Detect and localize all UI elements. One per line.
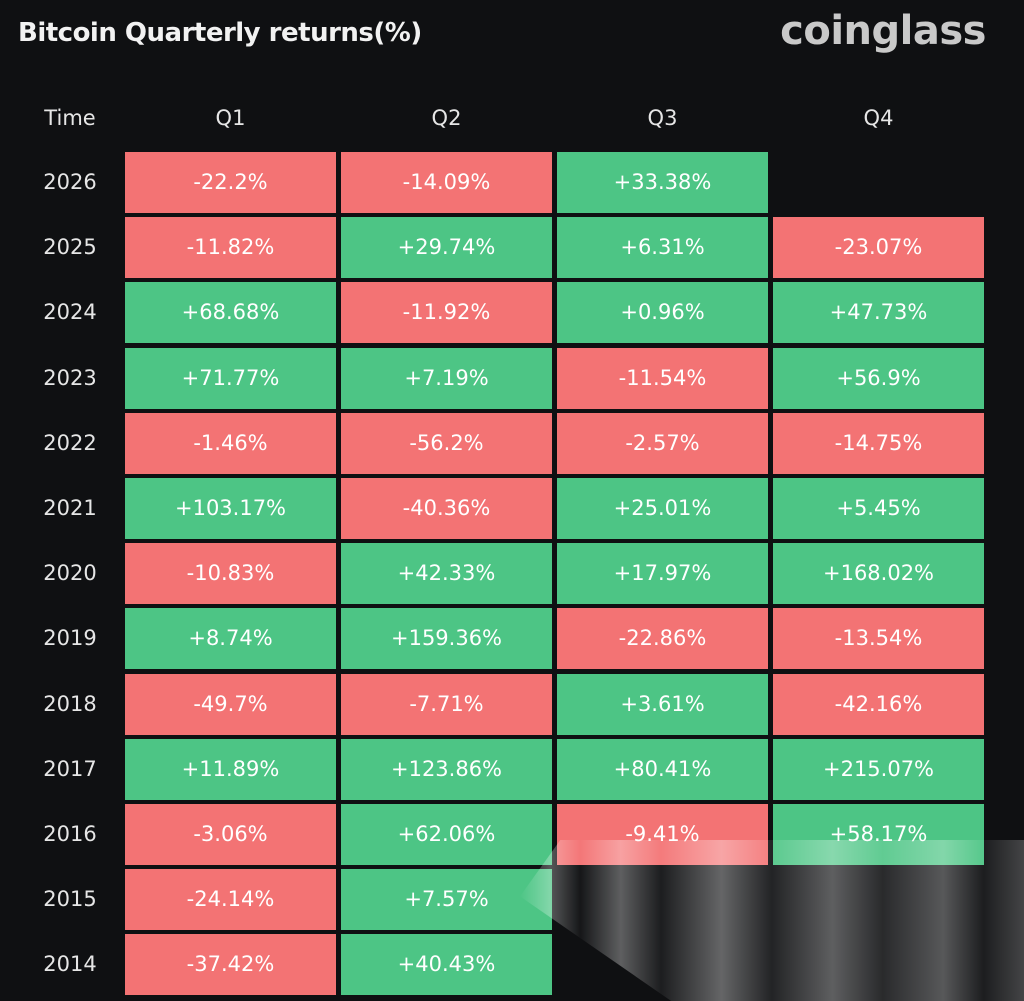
return-cell-2017-q3: +80.41% bbox=[557, 739, 768, 800]
return-cell-2018-q3: +3.61% bbox=[557, 674, 768, 735]
column-header-q1: Q1 bbox=[215, 106, 246, 130]
return-cell-2023-q3: -11.54% bbox=[557, 348, 768, 409]
return-cell-2016-q3: -9.41% bbox=[557, 804, 768, 865]
return-cell-2018-q1: -49.7% bbox=[125, 674, 336, 735]
return-cell-2023-q2: +7.19% bbox=[341, 348, 552, 409]
return-cell-2019-q4: -13.54% bbox=[773, 608, 984, 669]
return-cell-2018-q2: -7.71% bbox=[341, 674, 552, 735]
row-year-label: 2026 bbox=[43, 170, 97, 194]
return-cell-2020-q1: -10.83% bbox=[125, 543, 336, 604]
return-cell-2016-q4: +58.17% bbox=[773, 804, 984, 865]
return-cell-2018-q4: -42.16% bbox=[773, 674, 984, 735]
return-cell-2026-q4 bbox=[773, 152, 984, 213]
return-cell-2025-q1: -11.82% bbox=[125, 217, 336, 278]
return-cell-2017-q1: +11.89% bbox=[125, 739, 336, 800]
return-cell-2017-q2: +123.86% bbox=[341, 739, 552, 800]
return-cell-2019-q2: +159.36% bbox=[341, 608, 552, 669]
return-cell-2022-q2: -56.2% bbox=[341, 413, 552, 474]
row-year-label: 2024 bbox=[43, 300, 97, 324]
row-year-label: 2021 bbox=[43, 496, 97, 520]
row-year-label: 2022 bbox=[43, 431, 97, 455]
row-year-label: 2014 bbox=[43, 952, 97, 976]
return-cell-2024-q2: -11.92% bbox=[341, 282, 552, 343]
return-cell-2019-q3: -22.86% bbox=[557, 608, 768, 669]
return-cell-2024-q4: +47.73% bbox=[773, 282, 984, 343]
row-year-label: 2020 bbox=[43, 561, 97, 585]
return-cell-2015-q2: +7.57% bbox=[341, 869, 552, 930]
coinglass-logo: coinglass bbox=[780, 8, 986, 54]
column-header-q2: Q2 bbox=[431, 106, 462, 130]
row-year-label: 2025 bbox=[43, 235, 97, 259]
return-cell-2021-q3: +25.01% bbox=[557, 478, 768, 539]
row-year-label: 2018 bbox=[43, 692, 97, 716]
row-year-label: 2019 bbox=[43, 626, 97, 650]
column-header-q4: Q4 bbox=[863, 106, 894, 130]
return-cell-2023-q1: +71.77% bbox=[125, 348, 336, 409]
return-cell-2021-q2: -40.36% bbox=[341, 478, 552, 539]
return-cell-2022-q3: -2.57% bbox=[557, 413, 768, 474]
return-cell-2026-q3: +33.38% bbox=[557, 152, 768, 213]
return-cell-2026-q2: -14.09% bbox=[341, 152, 552, 213]
return-cell-2020-q4: +168.02% bbox=[773, 543, 984, 604]
column-header-time: Time bbox=[44, 106, 96, 130]
return-cell-2014-q4 bbox=[773, 934, 984, 995]
return-cell-2015-q3 bbox=[557, 869, 768, 930]
return-cell-2016-q1: -3.06% bbox=[125, 804, 336, 865]
return-cell-2022-q4: -14.75% bbox=[773, 413, 984, 474]
return-cell-2019-q1: +8.74% bbox=[125, 608, 336, 669]
return-cell-2026-q1: -22.2% bbox=[125, 152, 336, 213]
return-cell-2017-q4: +215.07% bbox=[773, 739, 984, 800]
return-cell-2015-q4 bbox=[773, 869, 984, 930]
row-year-label: 2016 bbox=[43, 822, 97, 846]
return-cell-2020-q3: +17.97% bbox=[557, 543, 768, 604]
return-cell-2021-q4: +5.45% bbox=[773, 478, 984, 539]
row-year-label: 2023 bbox=[43, 366, 97, 390]
return-cell-2016-q2: +62.06% bbox=[341, 804, 552, 865]
return-cell-2025-q3: +6.31% bbox=[557, 217, 768, 278]
column-header-q3: Q3 bbox=[647, 106, 678, 130]
return-cell-2024-q1: +68.68% bbox=[125, 282, 336, 343]
return-cell-2025-q4: -23.07% bbox=[773, 217, 984, 278]
return-cell-2024-q3: +0.96% bbox=[557, 282, 768, 343]
row-year-label: 2017 bbox=[43, 757, 97, 781]
return-cell-2023-q4: +56.9% bbox=[773, 348, 984, 409]
return-cell-2014-q1: -37.42% bbox=[125, 934, 336, 995]
return-cell-2020-q2: +42.33% bbox=[341, 543, 552, 604]
return-cell-2014-q2: +40.43% bbox=[341, 934, 552, 995]
row-year-label: 2015 bbox=[43, 887, 97, 911]
return-cell-2014-q3 bbox=[557, 934, 768, 995]
return-cell-2021-q1: +103.17% bbox=[125, 478, 336, 539]
return-cell-2025-q2: +29.74% bbox=[341, 217, 552, 278]
return-cell-2015-q1: -24.14% bbox=[125, 869, 336, 930]
return-cell-2022-q1: -1.46% bbox=[125, 413, 336, 474]
chart-title: Bitcoin Quarterly returns(%) bbox=[18, 18, 422, 48]
